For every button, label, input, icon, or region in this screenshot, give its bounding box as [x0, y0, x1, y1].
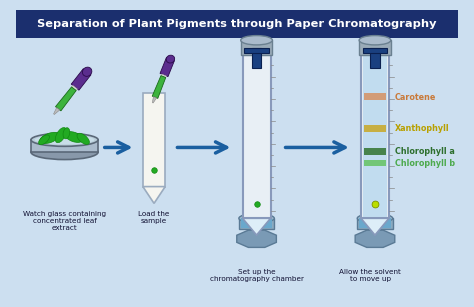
- Text: Chlorophyll a: Chlorophyll a: [394, 147, 455, 156]
- Polygon shape: [152, 76, 166, 99]
- Text: Set up the
chromatography chamber: Set up the chromatography chamber: [210, 269, 303, 282]
- Ellipse shape: [55, 128, 66, 143]
- Ellipse shape: [31, 133, 98, 146]
- Polygon shape: [72, 85, 77, 91]
- Text: Xanthophyll: Xanthophyll: [394, 124, 449, 133]
- FancyBboxPatch shape: [364, 148, 386, 155]
- FancyBboxPatch shape: [239, 218, 274, 229]
- Ellipse shape: [65, 132, 83, 142]
- FancyBboxPatch shape: [364, 160, 386, 166]
- Ellipse shape: [35, 135, 94, 145]
- FancyBboxPatch shape: [363, 56, 387, 217]
- Polygon shape: [160, 57, 174, 77]
- Ellipse shape: [40, 132, 59, 144]
- Ellipse shape: [239, 214, 274, 223]
- Polygon shape: [54, 107, 60, 115]
- Ellipse shape: [359, 36, 391, 45]
- Polygon shape: [355, 230, 395, 247]
- Polygon shape: [55, 87, 76, 111]
- Text: Chlorophyll b: Chlorophyll b: [394, 159, 455, 168]
- Polygon shape: [161, 74, 166, 78]
- FancyBboxPatch shape: [361, 55, 389, 218]
- FancyBboxPatch shape: [241, 218, 273, 227]
- FancyBboxPatch shape: [245, 48, 269, 53]
- FancyBboxPatch shape: [364, 125, 386, 132]
- Ellipse shape: [241, 36, 273, 45]
- Polygon shape: [71, 69, 91, 90]
- Ellipse shape: [82, 67, 92, 76]
- Text: Load the
sample: Load the sample: [138, 211, 170, 224]
- Ellipse shape: [38, 135, 49, 145]
- Text: Allow the solvent
to move up: Allow the solvent to move up: [339, 269, 401, 282]
- FancyBboxPatch shape: [357, 218, 392, 229]
- Text: Carotene: Carotene: [394, 92, 436, 102]
- Ellipse shape: [166, 55, 174, 63]
- Ellipse shape: [357, 214, 392, 223]
- FancyBboxPatch shape: [16, 10, 458, 38]
- FancyBboxPatch shape: [31, 140, 98, 152]
- Ellipse shape: [77, 133, 90, 145]
- Text: Separation of Plant Pigments through Paper Chromatography: Separation of Plant Pigments through Pap…: [37, 19, 437, 29]
- Ellipse shape: [31, 145, 98, 160]
- Polygon shape: [237, 230, 276, 247]
- FancyBboxPatch shape: [359, 218, 391, 227]
- Polygon shape: [361, 218, 389, 235]
- Ellipse shape: [63, 128, 70, 139]
- Polygon shape: [243, 218, 271, 235]
- FancyBboxPatch shape: [252, 48, 261, 68]
- FancyBboxPatch shape: [243, 55, 271, 218]
- FancyBboxPatch shape: [363, 48, 387, 53]
- FancyBboxPatch shape: [364, 93, 386, 100]
- FancyBboxPatch shape: [143, 93, 165, 187]
- FancyBboxPatch shape: [241, 40, 273, 55]
- FancyBboxPatch shape: [16, 38, 458, 297]
- Polygon shape: [152, 97, 156, 103]
- Polygon shape: [143, 187, 165, 203]
- FancyBboxPatch shape: [359, 40, 391, 55]
- FancyBboxPatch shape: [370, 48, 380, 68]
- Text: Watch glass containing
concentrated leaf
extract: Watch glass containing concentrated leaf…: [23, 211, 106, 231]
